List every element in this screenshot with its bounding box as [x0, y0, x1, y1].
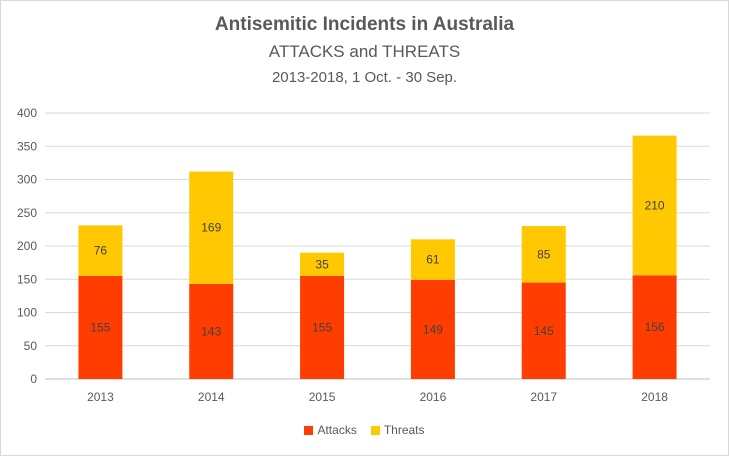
bar-threats-2014 [189, 171, 234, 284]
legend-swatch-threats [370, 425, 380, 435]
data-label-threats-2013: 76 [94, 244, 108, 258]
x-tick-label: 2014 [198, 390, 225, 404]
legend-label-threats: Threats [383, 423, 425, 437]
legend: Attacks Threats [0, 423, 729, 437]
y-tick-label: 100 [17, 306, 37, 320]
bar-threats-2016 [410, 239, 455, 280]
chart-title: Antisemitic Incidents in Australia [214, 14, 515, 35]
bar-attacks-2014 [189, 283, 234, 379]
x-tick-label: 2018 [641, 390, 668, 404]
data-label-threats-2015: 35 [315, 257, 329, 271]
data-label-attacks-2017: 145 [534, 324, 554, 338]
y-tick-label: 0 [30, 372, 37, 386]
y-tick-label: 50 [24, 339, 38, 353]
data-label-attacks-2013: 155 [90, 320, 110, 334]
bar-threats-2018 [632, 135, 677, 276]
y-tick-label: 150 [17, 272, 37, 286]
y-tick-label: 250 [17, 206, 37, 220]
data-label-threats-2014: 169 [201, 221, 221, 235]
data-label-attacks-2015: 155 [312, 320, 332, 334]
data-label-attacks-2014: 143 [201, 324, 221, 338]
x-tick-label: 2013 [87, 390, 114, 404]
bar-attacks-2016 [410, 279, 455, 379]
chart-date-range: 2013-2018, 1 Oct. - 30 Sep. [271, 69, 458, 86]
x-tick-label: 2015 [309, 390, 336, 404]
legend-label-attacks: Attacks [317, 423, 357, 437]
data-label-threats-2017: 85 [537, 247, 551, 261]
data-label-threats-2018: 210 [645, 198, 665, 212]
legend-swatch-attacks [304, 425, 314, 435]
data-label-threats-2016: 61 [426, 253, 440, 267]
y-tick-label: 300 [17, 173, 37, 187]
bar-threats-2015 [300, 252, 345, 276]
bar-attacks-2017 [521, 282, 566, 379]
data-label-attacks-2016: 149 [423, 322, 443, 336]
data-label-attacks-2018: 156 [645, 320, 665, 334]
bar-attacks-2013 [78, 275, 123, 379]
bar-attacks-2015 [300, 275, 345, 379]
chart-subtitle: ATTACKS and THREATS [268, 42, 461, 61]
x-tick-label: 2017 [530, 390, 557, 404]
bar-threats-2017 [521, 226, 566, 283]
legend-item-threats: Threats [370, 423, 425, 437]
x-tick-label: 2016 [420, 390, 447, 404]
bar-threats-2013 [78, 225, 123, 276]
legend-item-attacks: Attacks [304, 423, 357, 437]
y-tick-label: 400 [17, 106, 37, 120]
y-tick-label: 200 [17, 239, 37, 253]
y-tick-label: 350 [17, 139, 37, 153]
bar-attacks-2018 [632, 275, 677, 379]
